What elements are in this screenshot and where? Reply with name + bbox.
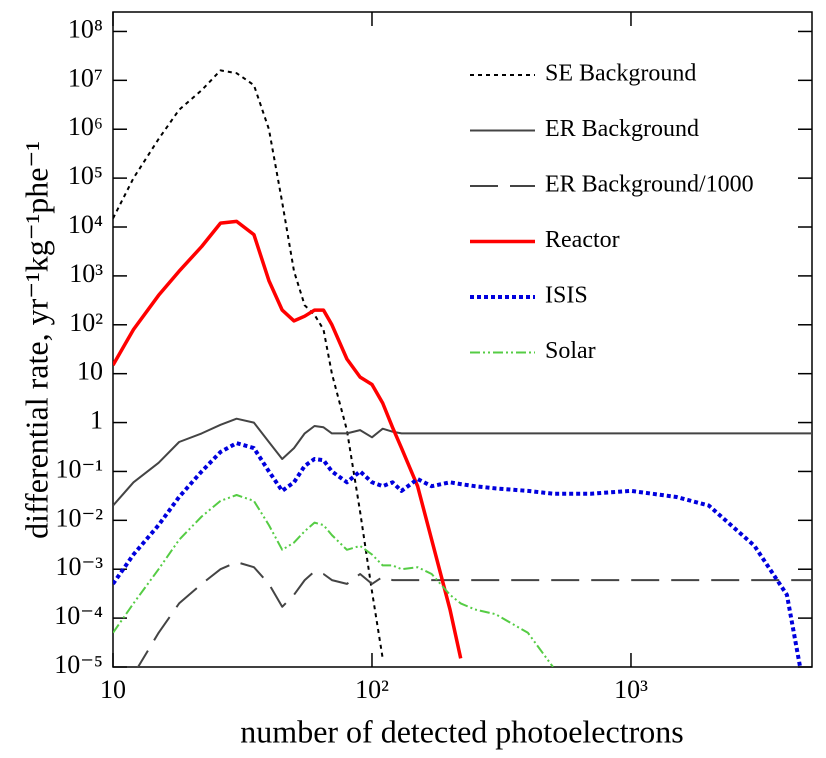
series-line [113, 69, 384, 659]
series-line [113, 417, 812, 507]
x-tick-label: 10³ [614, 675, 648, 704]
legend-label: Solar [545, 338, 596, 364]
legend-label: ER Background [545, 116, 699, 142]
plot-lines [113, 69, 812, 667]
y-tick-label: 10⁻¹ [55, 454, 103, 483]
y-tick-label: 10⁻² [55, 503, 103, 532]
series-line [136, 561, 812, 667]
legend-label: SE Background [545, 61, 696, 87]
y-tick-label: 10⁴ [68, 210, 103, 239]
y-tick-label: 10 [77, 357, 103, 386]
x-tick-label: 10² [355, 675, 389, 704]
plot-frame [112, 11, 813, 668]
series-line [113, 441, 803, 667]
legend-label: ISIS [545, 283, 588, 309]
series-line [113, 219, 463, 659]
y-tick-label: 10² [69, 308, 103, 337]
legend-label: ER Background/1000 [545, 172, 754, 198]
series-line [113, 494, 554, 667]
y-tick-label: 10⁷ [68, 63, 103, 92]
y-tick-label: 10⁻⁵ [54, 650, 103, 679]
y-tick-label: 10⁶ [68, 112, 103, 141]
y-tick-label: 10⁸ [68, 14, 103, 43]
y-tick-label: 1 [90, 406, 103, 435]
x-tick-label: 10 [100, 675, 126, 704]
legend-label: Reactor [545, 227, 620, 253]
y-tick-label: 10⁵ [68, 161, 103, 190]
y-axis-label: differential rate, yr⁻¹kg⁻¹phe⁻¹ [18, 141, 54, 539]
y-tick-label: 10³ [69, 259, 103, 288]
y-tick-label: 10⁻³ [55, 552, 103, 581]
y-tick-label: 10⁻⁴ [54, 601, 103, 630]
x-axis-label: number of detected photoelectrons [240, 713, 683, 749]
